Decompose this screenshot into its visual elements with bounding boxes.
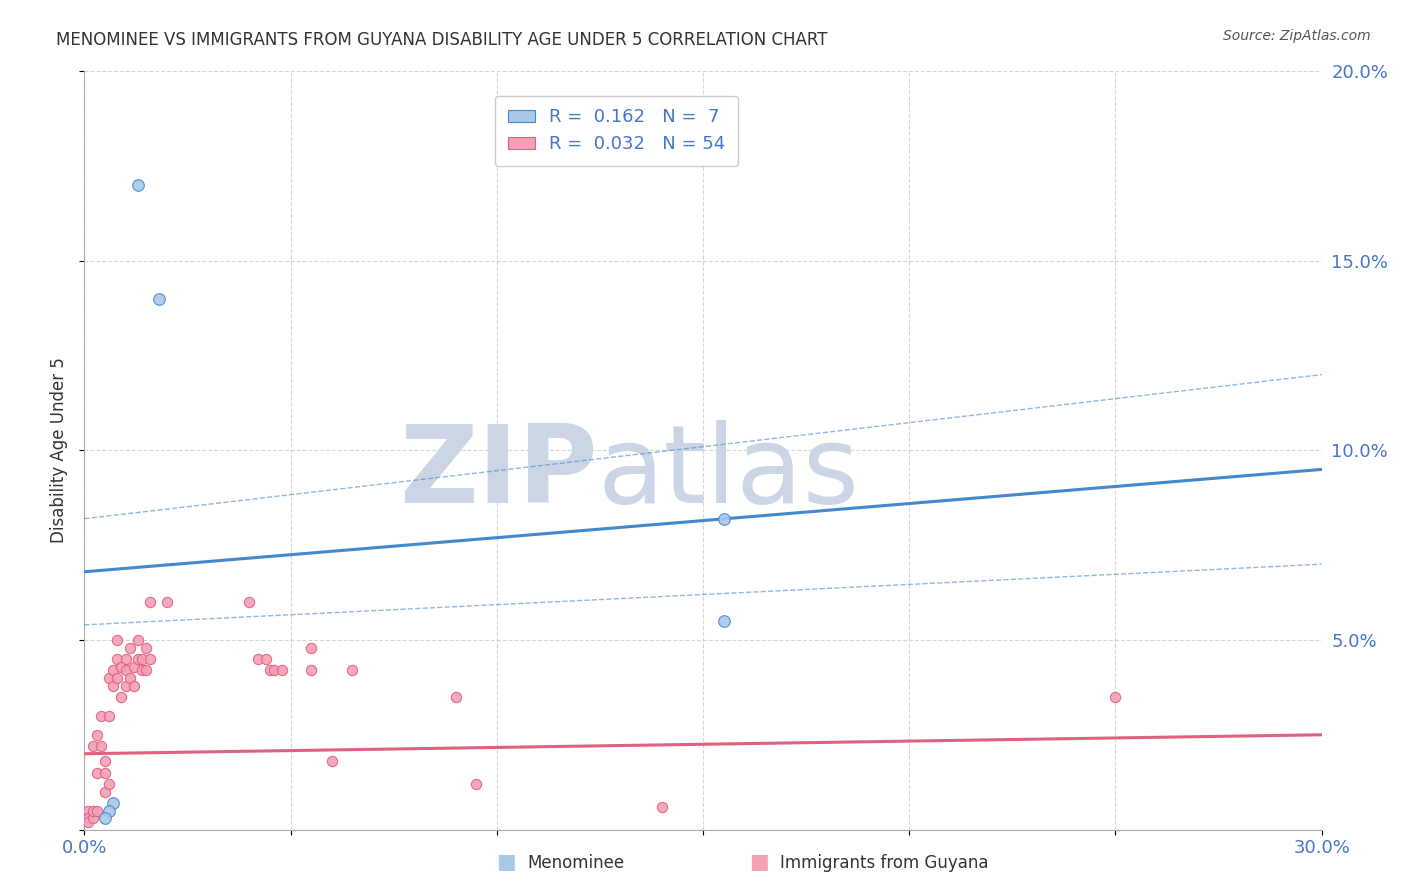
Point: [94, 811, 117, 825]
Text: ■: ■: [749, 853, 769, 872]
Point: [82, 739, 104, 753]
Point: [98, 804, 121, 818]
Point: [127, 633, 149, 648]
Point: [122, 679, 145, 693]
Point: [114, 652, 136, 666]
Point: [254, 652, 277, 666]
Point: [444, 690, 467, 704]
Point: [86, 728, 108, 742]
Y-axis label: Disability Age Under 5: Disability Age Under 5: [51, 358, 69, 543]
Point: [118, 671, 141, 685]
Point: [246, 652, 269, 666]
Point: [713, 512, 735, 526]
Point: [105, 671, 128, 685]
Point: [86, 765, 108, 780]
Point: [94, 755, 117, 769]
Point: [299, 640, 322, 655]
Point: [259, 664, 281, 678]
Legend: R =  0.162   N =  7, R =  0.032   N = 54: R = 0.162 N = 7, R = 0.032 N = 54: [495, 95, 738, 166]
Point: [127, 652, 149, 666]
Text: Immigrants from Guyana: Immigrants from Guyana: [780, 855, 988, 872]
Point: [94, 785, 117, 799]
Point: [77, 804, 100, 818]
Point: [82, 811, 104, 825]
Point: [86, 804, 108, 818]
Point: [118, 640, 141, 655]
Point: [651, 800, 673, 814]
Point: [122, 659, 145, 673]
Point: [82, 804, 104, 818]
Point: [135, 664, 157, 678]
Point: [110, 690, 132, 704]
Text: atlas: atlas: [598, 420, 860, 526]
Text: Menominee: Menominee: [527, 855, 624, 872]
Point: [465, 777, 488, 791]
Point: [103, 664, 125, 678]
Point: [105, 652, 128, 666]
Point: [271, 664, 294, 678]
Point: [156, 595, 179, 609]
Point: [1104, 690, 1126, 704]
Point: [114, 679, 136, 693]
Point: [127, 178, 149, 193]
Point: [263, 664, 285, 678]
Point: [90, 739, 112, 753]
Point: [114, 664, 136, 678]
Point: [90, 708, 112, 723]
Point: [342, 664, 364, 678]
Text: MENOMINEE VS IMMIGRANTS FROM GUYANA DISABILITY AGE UNDER 5 CORRELATION CHART: MENOMINEE VS IMMIGRANTS FROM GUYANA DISA…: [56, 31, 828, 49]
Point: [94, 765, 117, 780]
Point: [131, 664, 153, 678]
Point: [321, 755, 343, 769]
Point: [110, 659, 132, 673]
Point: [103, 679, 125, 693]
Point: [713, 614, 735, 628]
Text: Source: ZipAtlas.com: Source: ZipAtlas.com: [1223, 29, 1371, 43]
Point: [238, 595, 260, 609]
Point: [103, 796, 125, 810]
Text: ■: ■: [496, 853, 516, 872]
Point: [299, 664, 322, 678]
Point: [98, 708, 121, 723]
Point: [77, 815, 100, 830]
Point: [148, 292, 170, 306]
Point: [139, 652, 162, 666]
Point: [98, 671, 121, 685]
Text: ZIP: ZIP: [399, 420, 598, 526]
Point: [135, 640, 157, 655]
Point: [131, 652, 153, 666]
Point: [77, 811, 100, 825]
Point: [98, 777, 121, 791]
Point: [105, 633, 128, 648]
Point: [139, 595, 162, 609]
